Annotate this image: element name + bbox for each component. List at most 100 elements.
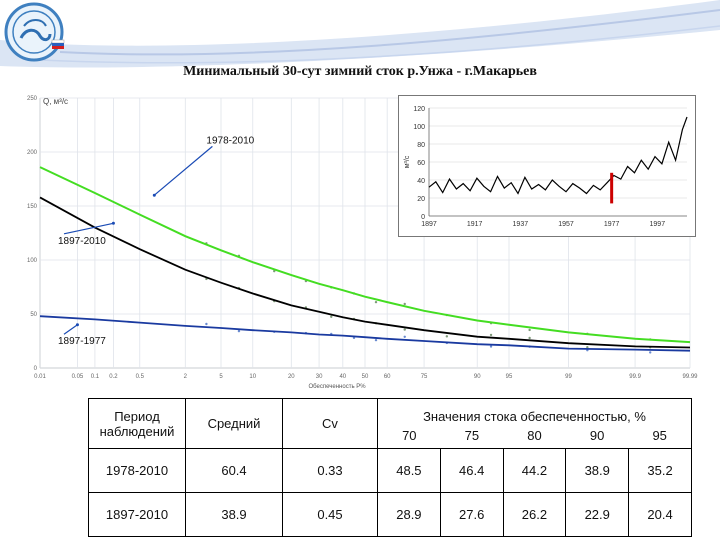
x-axis-label: Обеспеченность Р%: [309, 384, 367, 390]
inset-y-tick: 20: [417, 196, 425, 203]
data-point: [649, 351, 652, 354]
inset-x-tick: 1997: [650, 221, 666, 228]
inset-y-tick: 120: [413, 106, 425, 113]
data-point: [403, 302, 406, 306]
prob-95: 95: [652, 427, 667, 443]
row-value: 44.2: [502, 448, 567, 493]
x-tick-label: 60: [384, 374, 391, 380]
prob-75: 75: [464, 427, 480, 443]
header-period: Период наблюдений: [88, 398, 186, 449]
data-point: [374, 300, 378, 304]
curve-annotation: 1897-1977: [58, 336, 106, 347]
row-value: 28.9: [377, 492, 441, 537]
row-mean: 60.4: [185, 448, 283, 493]
y-tick-label: 200: [27, 150, 38, 156]
row-period: 1978-2010: [88, 448, 186, 493]
y-tick-label: 50: [30, 312, 37, 318]
curve-1978-2010: [39, 166, 691, 344]
inset-x-tick: 1957: [558, 221, 574, 228]
x-tick-label: 99.99: [682, 374, 698, 380]
data-point: [403, 328, 406, 331]
y-tick-label: 150: [27, 204, 38, 210]
table-header-row: Период наблюдений Средний Cv Значения ст…: [88, 398, 692, 449]
x-tick-label: 75: [421, 374, 428, 380]
x-tick-label: 90: [474, 374, 481, 380]
x-tick-label: 20: [288, 374, 295, 380]
row-value: 46.4: [439, 448, 504, 493]
header-mean: Средний: [185, 398, 283, 449]
data-point: [489, 333, 493, 337]
y-tick-label: 0: [34, 366, 38, 372]
statistics-table: Период наблюдений Средний Cv Значения ст…: [88, 398, 692, 537]
row-value: 20.4: [628, 492, 692, 537]
time-series-inset-chart: 0 20 40 60 80 100 120 1897 1917 1937 1957 1977 1997 м…: [398, 95, 696, 237]
data-point: [528, 336, 531, 340]
inset-x-tick: 1917: [467, 221, 483, 228]
x-tick-label: 0.5: [136, 374, 145, 380]
x-tick-label: 0.2: [109, 374, 118, 380]
data-point: [586, 346, 589, 349]
row-period: 1897-2010: [88, 492, 186, 537]
prob-90: 90: [589, 427, 605, 443]
data-point: [237, 329, 241, 333]
row-cv: 0.45: [282, 492, 378, 537]
table-row: 1978-2010 60.4 0.33 48.5 46.4 44.2 38.9 …: [88, 448, 692, 493]
annotation-arrow: [153, 145, 213, 196]
x-tick-label: 40: [339, 374, 346, 380]
curve-1897-2010: [39, 196, 691, 349]
annotation-arrowhead: [152, 193, 156, 197]
prob-80: 80: [527, 427, 542, 443]
row-mean: 38.9: [185, 492, 283, 537]
data-point: [445, 335, 449, 338]
inset-y-tick: 80: [417, 142, 425, 149]
x-tick-label: 0.05: [72, 374, 84, 380]
curve-annotation: 1897-2010: [58, 236, 106, 247]
x-tick-label: 0.01: [34, 374, 46, 380]
data-point: [403, 335, 406, 338]
x-tick-label: 2: [184, 374, 188, 380]
header-cv: Cv: [282, 398, 378, 449]
inset-x-tick: 1977: [604, 221, 620, 228]
y-axis-label: Q, м³/с: [43, 97, 68, 106]
probability-title: Значения стока обеспеченностью, %: [423, 408, 646, 424]
data-point: [489, 345, 493, 348]
row-value: 22.9: [565, 492, 630, 537]
y-tick-label: 100: [27, 258, 38, 264]
row-value: 48.5: [377, 448, 441, 493]
table-row: 1897-2010 38.9 0.45 28.9 27.6 26.2 22.9 …: [88, 492, 692, 537]
header-probability: Значения стока обеспеченностью, % 70 75 …: [377, 398, 692, 449]
inset-x-tick: 1937: [513, 221, 529, 228]
data-point: [330, 315, 333, 318]
row-cv: 0.33: [282, 448, 378, 493]
row-value: 35.2: [628, 448, 692, 493]
inset-y-tick: 0: [421, 214, 425, 221]
curve-1897-1977: [39, 315, 691, 352]
row-value: 27.6: [439, 492, 504, 537]
inset-y-label: м³/с: [404, 155, 411, 168]
x-tick-label: 95: [506, 374, 513, 380]
slide-title: Минимальный 30-сут зимний сток р.Унжа - …: [183, 64, 537, 79]
data-point: [528, 328, 531, 332]
x-tick-label: 50: [362, 374, 369, 380]
annotation-arrowhead: [75, 323, 79, 327]
x-tick-label: 99.9: [629, 374, 641, 380]
annotation-arrow: [63, 222, 114, 235]
row-value: 26.2: [502, 492, 567, 537]
inset-y-tick: 40: [417, 178, 425, 185]
inset-y-tick: 100: [413, 124, 425, 131]
x-tick-label: 0.1: [91, 374, 100, 380]
probability-curve-chart: 0.01 0.05 0.1 0.2 0.5 2 5 10 20 30 40 50 60 75 90 95 99 9…: [27, 96, 698, 390]
x-tick-label: 99: [565, 374, 572, 380]
decor-swoosh: [0, 0, 720, 68]
prob-70: 70: [402, 427, 417, 443]
inset-x-tick: 1897: [421, 221, 437, 228]
y-tick-label: 250: [27, 96, 38, 102]
x-tick-label: 30: [316, 374, 323, 380]
x-tick-label: 5: [219, 374, 223, 380]
data-point: [374, 338, 378, 342]
row-value: 38.9: [565, 448, 630, 493]
annotation-arrowhead: [111, 221, 115, 225]
x-tick-label: 10: [249, 374, 256, 380]
curve-annotation: 1978-2010: [206, 135, 254, 146]
